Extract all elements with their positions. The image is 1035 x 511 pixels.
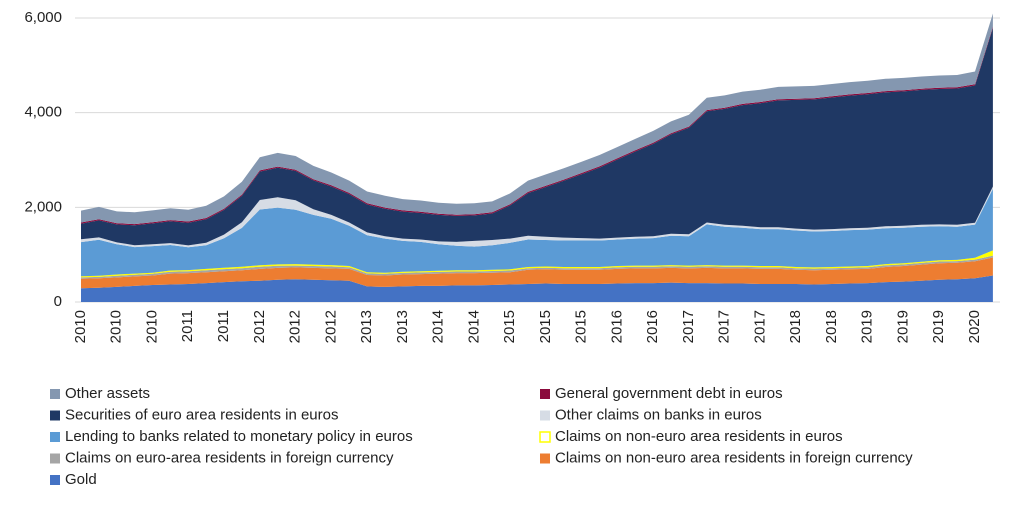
area [81, 255, 993, 279]
y-tick-label: 0 [54, 293, 62, 310]
x-tick-label: 2010 [72, 310, 89, 343]
x-tick-label: 2012 [322, 310, 339, 343]
legend-swatch [50, 389, 60, 399]
legend-label: General government debt in euros [555, 385, 783, 402]
legend-label: Claims on non-euro area residents in eur… [555, 428, 843, 445]
x-tick-label: 2012 [251, 310, 268, 343]
legend-swatch [50, 410, 60, 421]
x-tick-label: 2019 [894, 310, 911, 343]
legend-label: Lending to banks related to monetary pol… [65, 428, 413, 445]
legend-swatch [540, 410, 550, 421]
area [81, 275, 993, 302]
y-tick-label: 6,000 [24, 9, 62, 26]
x-tick-label: 2011 [215, 310, 232, 342]
legend-swatch [50, 453, 60, 464]
x-tick-label: 2014 [430, 310, 447, 343]
x-tick-label: 2020 [966, 310, 983, 343]
x-tick-label: 2013 [358, 310, 375, 343]
legend-swatch [50, 475, 60, 485]
legend-swatch [540, 453, 550, 464]
x-tick-label: 2010 [143, 310, 160, 343]
x-tick-label: 2017 [680, 310, 697, 343]
legend-swatch [539, 431, 551, 443]
x-tick-label: 2015 [573, 310, 590, 343]
x-tick-label: 2013 [394, 310, 411, 343]
x-tick-label: 2011 [179, 310, 196, 342]
x-tick-label: 2018 [823, 310, 840, 343]
x-tick-label: 2018 [787, 310, 804, 343]
legend-label: Other assets [65, 385, 150, 402]
x-tick-label: 2017 [751, 310, 768, 343]
legend-swatch [50, 432, 60, 442]
area [81, 13, 993, 225]
area [81, 188, 993, 277]
x-tick-label: 2016 [644, 310, 661, 343]
legend-label: Claims on euro-area residents in foreign… [65, 449, 394, 466]
x-tick-label: 2019 [930, 310, 947, 343]
legend-label: Securities of euro area residents in eur… [65, 406, 338, 423]
legend-label: Other claims on banks in euros [555, 406, 762, 423]
legend-label: Claims on non-euro area residents in for… [555, 449, 913, 466]
x-tick-label: 2017 [716, 310, 733, 343]
x-tick-label: 2015 [537, 310, 554, 343]
legend-label: Gold [65, 471, 97, 488]
x-tick-label: 2014 [465, 310, 482, 343]
x-tick-label: 2012 [287, 310, 304, 343]
x-tick-label: 2016 [608, 310, 625, 343]
area [81, 27, 993, 246]
area [81, 257, 993, 289]
y-tick-label: 4,000 [24, 104, 62, 121]
y-tick-label: 2,000 [24, 198, 62, 215]
x-tick-label: 2010 [108, 310, 125, 343]
x-tick-label: 2019 [859, 310, 876, 343]
x-tick-label: 2015 [501, 310, 518, 343]
legend-swatch [540, 389, 550, 399]
